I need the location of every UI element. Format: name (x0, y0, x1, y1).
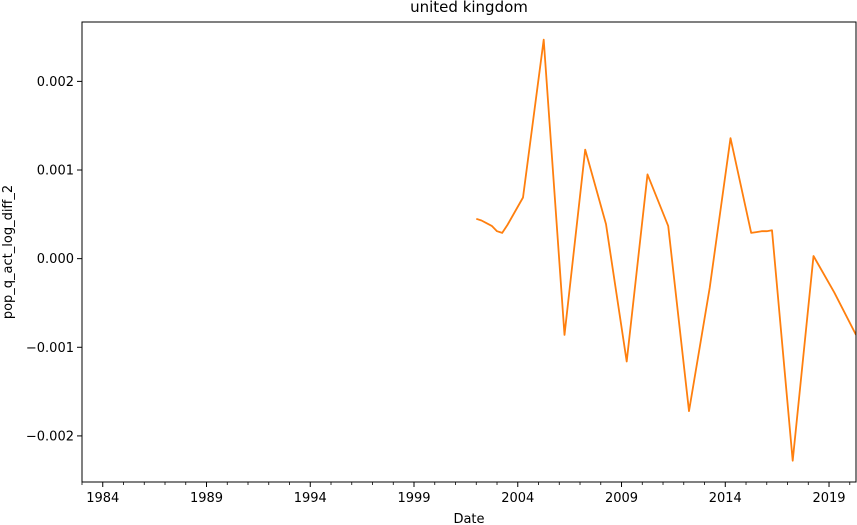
x-tick-label: 2004 (501, 491, 534, 506)
x-axis-label: Date (453, 512, 484, 525)
y-tick-label: 0.000 (37, 252, 74, 267)
y-tick-label: 0.001 (37, 164, 74, 179)
y-tick-label: 0.002 (37, 75, 74, 90)
x-tick-label: 2014 (709, 491, 742, 506)
x-axis-ticks: 1984 1989 1994 1999 2004 2009 2014 2019 (81, 482, 851, 506)
plot-area-frame (81, 21, 857, 483)
x-tick-label: 2019 (812, 491, 845, 506)
y-axis-ticks: −0.002 −0.001 0.000 0.001 0.002 (26, 75, 82, 444)
x-tick-label: 1989 (190, 491, 223, 506)
chart-title: united kingdom (410, 0, 528, 16)
y-axis-label: pop_q_act_log_diff_2 (1, 185, 16, 319)
x-tick-label: 1999 (397, 491, 430, 506)
x-tick-label: 1984 (86, 491, 119, 506)
series-layer (476, 38, 856, 462)
y-tick-label: −0.002 (26, 429, 74, 444)
y-tick-label: −0.001 (26, 341, 74, 356)
x-tick-label: 1994 (294, 491, 327, 506)
series-line (476, 38, 856, 462)
x-tick-label: 2009 (605, 491, 638, 506)
